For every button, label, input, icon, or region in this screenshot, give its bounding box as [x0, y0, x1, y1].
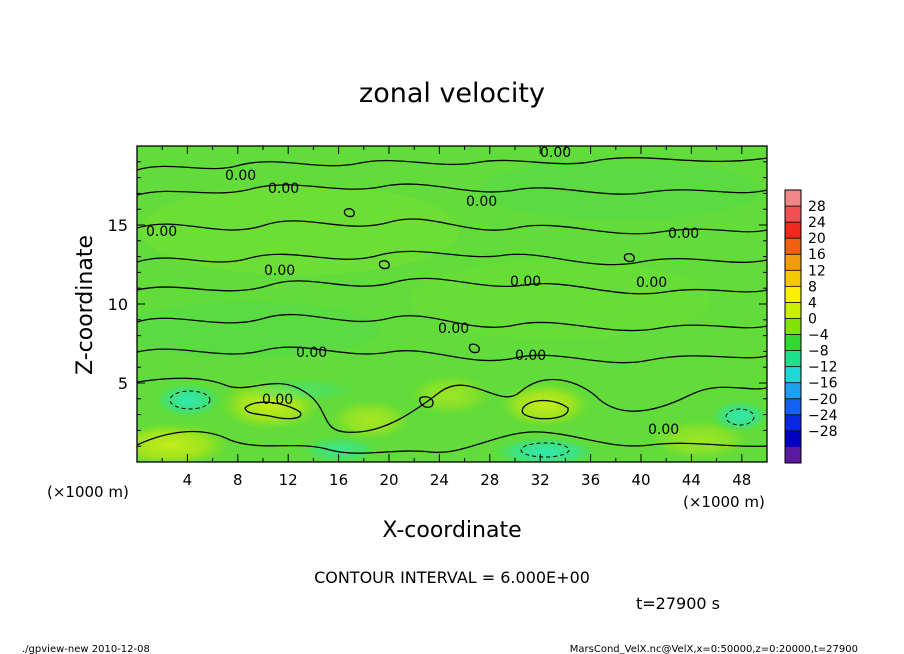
x-tick-label: 4 — [183, 471, 193, 489]
colorbar-swatch — [785, 398, 801, 416]
contour-label: 0.00 — [225, 168, 256, 184]
colorbar-label: 24 — [808, 215, 826, 231]
contour-label: 0.00 — [515, 348, 546, 364]
colorbar-swatch — [785, 334, 801, 352]
colorbar-label: −24 — [808, 408, 838, 424]
contour-labels: 0.00 0.00 0.00 0.00 0.00 0.00 0.00 0.00 … — [146, 145, 699, 438]
colorbar-label: 0 — [808, 311, 817, 327]
contour-label: 0.00 — [510, 274, 541, 290]
footer-left: ./gpview-new 2010-12-08 — [22, 644, 150, 654]
colorbar-swatch — [785, 238, 801, 255]
contour-label: 0.00 — [438, 321, 469, 337]
colorbar-label: −4 — [808, 328, 829, 344]
x-tick-label: 24 — [430, 471, 449, 489]
x-tick-label: 44 — [682, 471, 701, 489]
colorbar-swatch — [785, 430, 801, 448]
y-axis-ticks: 5 10 15 — [108, 145, 767, 463]
colorbar-label: 8 — [808, 279, 817, 295]
colorbar-label: 4 — [808, 295, 817, 311]
colorbar-swatch — [785, 190, 801, 207]
y-axis-label: Z-coordinate — [73, 235, 98, 375]
x-tick-label: 20 — [379, 471, 398, 489]
colorbar-swatch — [785, 206, 801, 223]
x-tick-label: 16 — [329, 471, 348, 489]
colorbar-label: −16 — [808, 376, 838, 392]
contour-label: 0.00 — [540, 145, 571, 161]
x-unit-label-right: (×1000 m) — [683, 493, 765, 511]
colorbar-swatch — [785, 350, 801, 368]
contour-label: 0.00 — [146, 224, 177, 240]
colorbar-swatch — [785, 382, 801, 400]
x-unit-label: (×1000 m) — [47, 483, 129, 501]
colorbar-swatch — [785, 446, 801, 464]
contour-lines — [137, 157, 767, 454]
x-tick-label: 48 — [732, 471, 751, 489]
colorbar-label: 16 — [808, 247, 826, 263]
x-tick-label: 28 — [480, 471, 499, 489]
contour-label: 0.00 — [262, 392, 293, 408]
time-text: t=27900 s — [636, 594, 720, 613]
contour-label: 0.00 — [268, 181, 299, 197]
contour-interval-text: CONTOUR INTERVAL = 6.000E+00 — [314, 568, 590, 587]
y-tick-label: 5 — [118, 374, 128, 393]
y-tick-label: 10 — [108, 295, 128, 314]
contour-label: 0.00 — [648, 422, 679, 438]
colorbar-swatch — [785, 222, 801, 239]
x-tick-label: 36 — [581, 471, 600, 489]
contour-label: 0.00 — [668, 226, 699, 242]
colorbar-label: 28 — [808, 199, 826, 215]
y-tick-label: 15 — [108, 216, 128, 235]
colorbar-label: −8 — [808, 344, 829, 360]
x-tick-label: 32 — [531, 471, 550, 489]
colorbar-label: 20 — [808, 231, 826, 247]
plot-field: 0.00 0.00 0.00 0.00 0.00 0.00 0.00 0.00 … — [137, 145, 767, 462]
x-tick-label: 40 — [631, 471, 650, 489]
colorbar-swatch — [785, 366, 801, 384]
x-tick-label: 12 — [279, 471, 298, 489]
x-axis-ticks: 4 8 12 16 20 24 28 32 36 40 44 48 — [136, 146, 768, 489]
colorbar-label: −20 — [808, 392, 838, 408]
colorbar-frame — [784, 189, 802, 464]
chart-title: zonal velocity — [359, 78, 545, 109]
x-axis-label: X-coordinate — [382, 518, 521, 543]
x-tick-label: 8 — [233, 471, 243, 489]
colorbar-label: 12 — [808, 263, 826, 279]
contour-lines-negative — [169, 390, 755, 458]
colorbar-swatch — [785, 302, 801, 319]
contour-label: 0.00 — [466, 194, 497, 210]
footer-right: MarsCond_VelX.nc@VelX,x=0:50000,z=0:2000… — [570, 644, 858, 654]
colorbar-swatch — [785, 270, 801, 287]
contour-label: 0.00 — [264, 263, 295, 279]
colorbar-swatch — [785, 286, 801, 303]
colorbar-swatch — [785, 254, 801, 271]
colorbar-swatch — [785, 318, 801, 336]
colorbar-label: −12 — [808, 360, 838, 376]
contour-label: 0.00 — [636, 275, 667, 291]
colorbar-label: −28 — [808, 424, 838, 440]
colorbar-swatch — [785, 414, 801, 432]
contour-label: 0.00 — [296, 345, 327, 361]
